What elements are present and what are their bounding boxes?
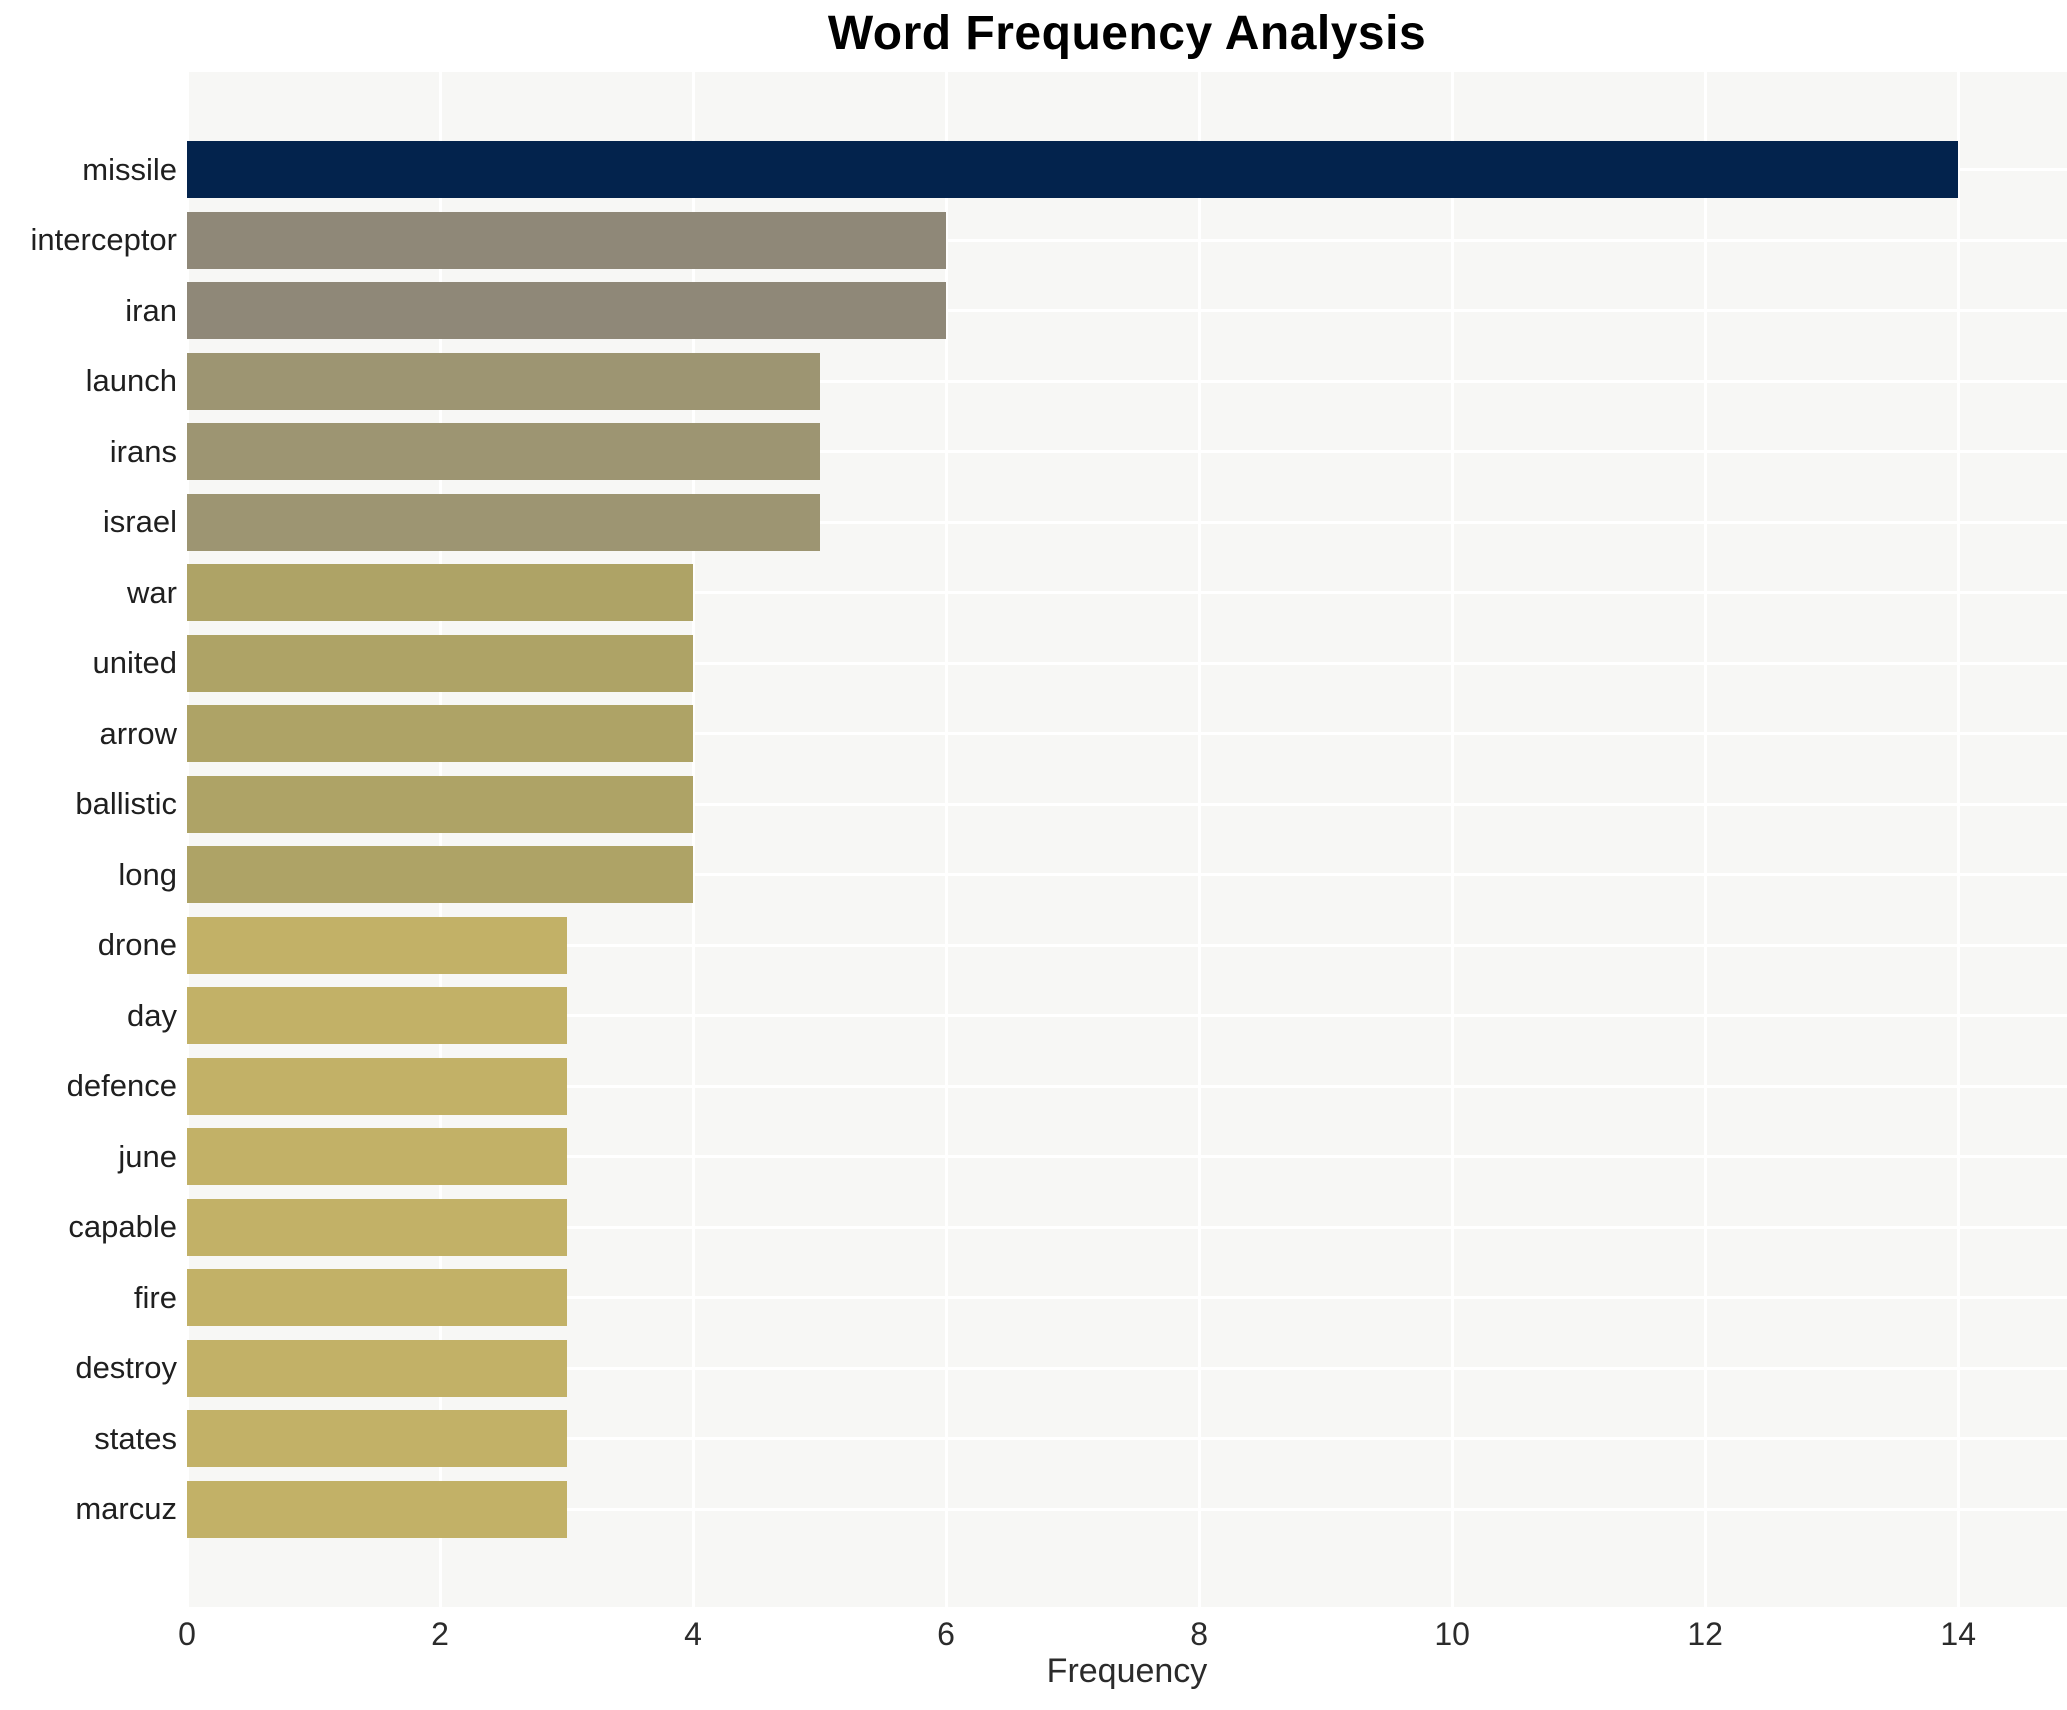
bar-destroy[interactable]: [187, 1339, 567, 1397]
bar-states[interactable]: [187, 1410, 567, 1468]
x-gridline-12: [1703, 72, 1707, 1607]
bar-iran[interactable]: [187, 282, 947, 340]
y-tick-label-united: united: [92, 645, 177, 681]
y-gridline-arrow: [187, 732, 2067, 736]
y-gridline-war: [187, 591, 2067, 595]
y-tick-label-launch: launch: [85, 363, 177, 399]
y-gridline-long: [187, 873, 2067, 877]
x-tick-label-2: 2: [431, 1616, 449, 1652]
y-tick-label-capable: capable: [68, 1209, 177, 1245]
y-gridline-drone: [187, 943, 2067, 947]
y-tick-label-fire: fire: [133, 1279, 177, 1315]
bar-drone[interactable]: [187, 916, 567, 974]
x-tick-label-0: 0: [178, 1616, 196, 1652]
y-tick-label-war: war: [127, 574, 177, 610]
y-gridline-day: [187, 1014, 2067, 1018]
y-tick-label-israel: israel: [102, 504, 177, 540]
y-tick-label-marcuz: marcuz: [75, 1491, 177, 1527]
x-tick-label-6: 6: [937, 1616, 955, 1652]
bar-ballistic[interactable]: [187, 775, 694, 833]
x-gridline-14: [1956, 72, 1960, 1607]
y-gridline-israel: [187, 520, 2067, 524]
y-gridline-united: [187, 661, 2067, 665]
y-gridline-defence: [187, 1084, 2067, 1088]
x-tick-label-10: 10: [1434, 1616, 1470, 1652]
y-gridline-irans: [187, 450, 2067, 454]
y-gridline-destroy: [187, 1366, 2067, 1370]
y-tick-label-irans: irans: [109, 433, 177, 469]
bar-fire[interactable]: [187, 1269, 567, 1327]
bar-launch[interactable]: [187, 352, 820, 410]
bar-war[interactable]: [187, 564, 694, 622]
x-tick-label-14: 14: [1940, 1616, 1976, 1652]
y-gridline-states: [187, 1437, 2067, 1441]
bar-arrow[interactable]: [187, 705, 694, 763]
y-gridline-capable: [187, 1225, 2067, 1229]
y-tick-label-destroy: destroy: [75, 1350, 177, 1386]
x-gridline-8: [1197, 72, 1201, 1607]
y-tick-label-day: day: [127, 997, 177, 1033]
y-tick-label-defence: defence: [66, 1068, 177, 1104]
bar-capable[interactable]: [187, 1198, 567, 1256]
bar-marcuz[interactable]: [187, 1480, 567, 1538]
bar-long[interactable]: [187, 846, 694, 904]
y-tick-label-arrow: arrow: [99, 715, 177, 751]
x-gridline-4: [691, 72, 695, 1607]
bar-june[interactable]: [187, 1128, 567, 1186]
x-gridline-6: [944, 72, 948, 1607]
y-tick-label-ballistic: ballistic: [75, 786, 177, 822]
y-gridline-marcuz: [187, 1507, 2067, 1511]
bar-defence[interactable]: [187, 1057, 567, 1115]
y-tick-label-iran: iran: [125, 292, 177, 328]
y-tick-label-long: long: [118, 856, 177, 892]
chart-title: Word Frequency Analysis: [827, 7, 1427, 60]
y-tick-label-interceptor: interceptor: [30, 222, 177, 258]
y-tick-label-states: states: [94, 1420, 177, 1456]
y-gridline-interceptor: [187, 238, 2067, 242]
x-gridline-0: [187, 72, 189, 1607]
x-tick-label-12: 12: [1687, 1616, 1723, 1652]
x-axis-label: Frequency: [1046, 1652, 1208, 1690]
y-tick-label-missile: missile: [82, 151, 177, 187]
bar-united[interactable]: [187, 634, 694, 692]
y-gridline-june: [187, 1155, 2067, 1159]
y-tick-label-june: june: [118, 1138, 177, 1174]
x-tick-label-4: 4: [684, 1616, 702, 1652]
y-gridline-iran: [187, 309, 2067, 313]
bar-israel[interactable]: [187, 493, 820, 551]
plot-area: [187, 72, 2067, 1607]
bar-day[interactable]: [187, 987, 567, 1045]
x-gridline-10: [1450, 72, 1454, 1607]
x-gridline-2: [438, 72, 442, 1607]
bar-interceptor[interactable]: [187, 211, 947, 269]
y-gridline-launch: [187, 379, 2067, 383]
y-gridline-fire: [187, 1296, 2067, 1300]
y-gridline-ballistic: [187, 802, 2067, 806]
x-tick-label-8: 8: [1190, 1616, 1208, 1652]
y-tick-label-drone: drone: [97, 927, 177, 963]
bar-irans[interactable]: [187, 423, 820, 481]
bar-missile[interactable]: [187, 141, 1959, 199]
